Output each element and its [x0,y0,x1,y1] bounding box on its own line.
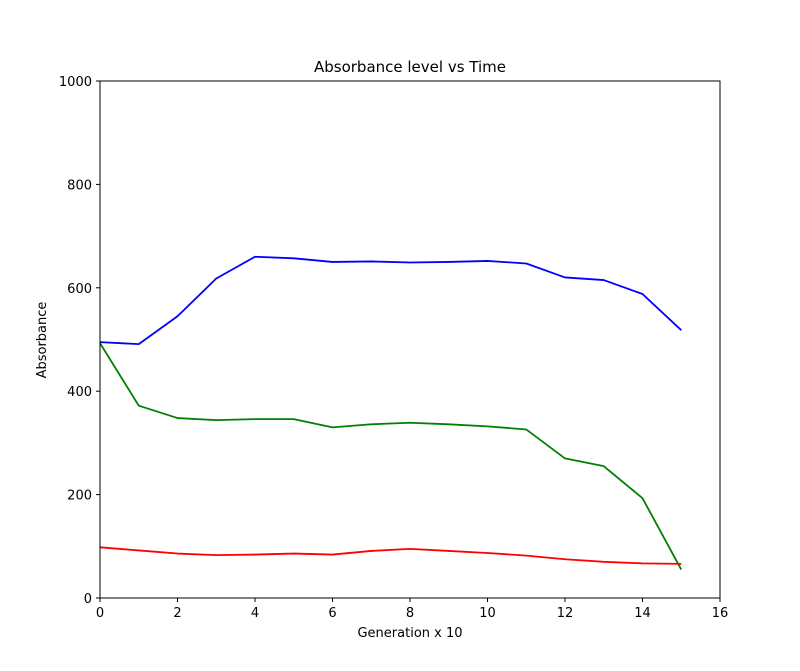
x-tick-label: 12 [557,606,574,621]
x-axis-label: Generation x 10 [357,626,462,641]
x-tick-label: 10 [479,606,496,621]
x-tick-label: 4 [251,606,259,621]
y-axis: 0 200 400 600 800 1000 [59,75,100,607]
x-tick-label: 16 [712,606,729,621]
series-line-3 [99,546,682,565]
series-line-1 [99,255,682,346]
y-tick-label: 400 [67,385,92,400]
y-tick-label: 600 [67,282,92,297]
y-tick-label: 200 [67,489,92,504]
x-tick-label: 2 [173,606,181,621]
x-tick-label: 8 [406,606,414,621]
y-tick-label: 800 [67,178,92,193]
chart-title: Absorbance level vs Time [314,58,506,76]
y-axis-label: Absorbance [35,302,50,379]
x-axis: 0 2 4 6 8 10 12 14 16 [96,598,728,621]
plot-marks [99,255,683,570]
x-tick-label: 14 [634,606,651,621]
series-line-2 [99,342,683,570]
x-tick-label: 6 [328,606,336,621]
x-tick-label: 0 [96,606,104,621]
y-tick-label: 0 [84,592,92,607]
y-tick-label: 1000 [59,75,92,90]
plot-frame [99,80,721,599]
